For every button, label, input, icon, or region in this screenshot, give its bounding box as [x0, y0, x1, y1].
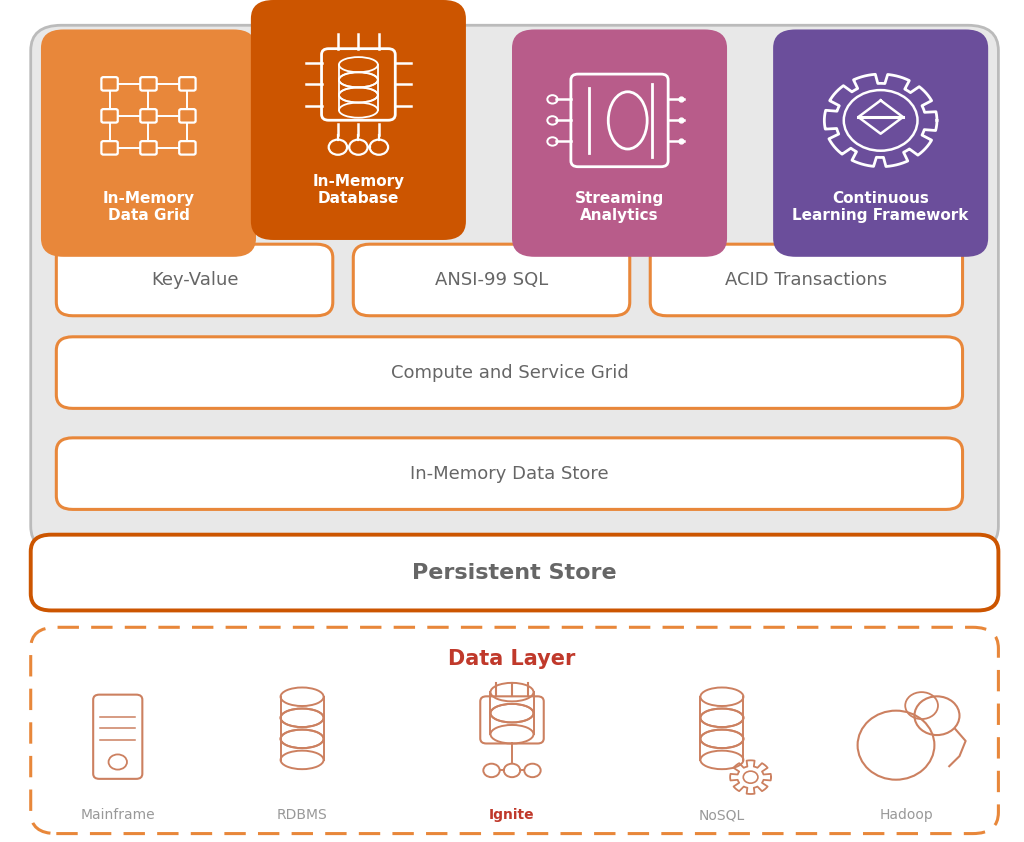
Text: Continuous
Learning Framework: Continuous Learning Framework	[793, 191, 969, 223]
FancyBboxPatch shape	[31, 25, 998, 552]
Text: ANSI-99 SQL: ANSI-99 SQL	[435, 271, 548, 289]
Text: Persistent Store: Persistent Store	[413, 562, 616, 583]
Text: Compute and Service Grid: Compute and Service Grid	[390, 364, 629, 381]
Text: In-Memory
Database: In-Memory Database	[312, 174, 404, 206]
FancyBboxPatch shape	[353, 244, 630, 316]
Text: Data Layer: Data Layer	[449, 649, 575, 669]
Text: ACID Transactions: ACID Transactions	[725, 271, 888, 289]
Text: Hadoop: Hadoop	[880, 808, 933, 822]
FancyBboxPatch shape	[251, 0, 466, 240]
FancyBboxPatch shape	[31, 535, 998, 610]
FancyBboxPatch shape	[512, 29, 727, 257]
Text: Mainframe: Mainframe	[81, 808, 155, 822]
FancyBboxPatch shape	[56, 244, 333, 316]
FancyBboxPatch shape	[56, 337, 963, 408]
Text: RDBMS: RDBMS	[276, 808, 328, 822]
FancyBboxPatch shape	[773, 29, 988, 257]
Text: Key-Value: Key-Value	[151, 271, 239, 289]
FancyBboxPatch shape	[650, 244, 963, 316]
Text: Streaming
Analytics: Streaming Analytics	[574, 191, 665, 223]
Text: In-Memory
Data Grid: In-Memory Data Grid	[102, 191, 195, 223]
Text: Ignite: Ignite	[489, 808, 535, 822]
FancyBboxPatch shape	[41, 29, 256, 257]
Text: NoSQL: NoSQL	[698, 808, 745, 822]
FancyBboxPatch shape	[31, 627, 998, 834]
FancyBboxPatch shape	[56, 438, 963, 509]
Text: In-Memory Data Store: In-Memory Data Store	[411, 465, 608, 482]
